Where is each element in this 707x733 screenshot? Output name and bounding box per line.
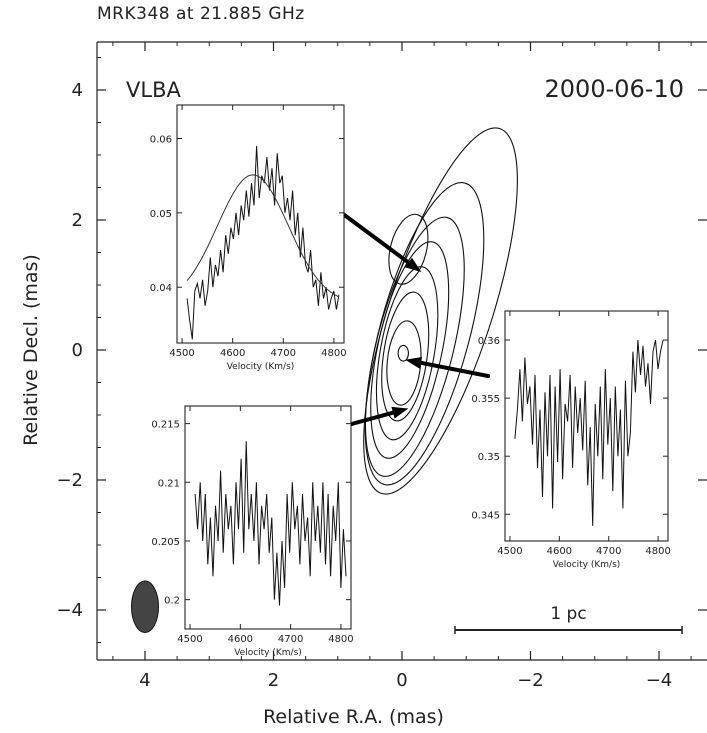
inset-y-tick-label: 0.36 [478,336,500,347]
gaussian-fit-line [186,174,340,298]
contour-line [370,241,450,459]
inset-y-tick-label: 0.21 [158,478,180,489]
x-tick-label: 4 [139,670,150,691]
inset-y-tick-label: 0.06 [150,134,172,145]
contour-line [375,266,439,441]
x-tick-label: 0 [396,670,407,691]
contour-line [397,344,409,362]
inset-frame [176,104,345,344]
inset-x-tick-label: 4500 [169,348,194,359]
inset-y-tick-label: 0.2 [164,596,180,607]
insets-group: 4500 4600 4700 4800 0.04 0.05 0.06 Velocity (Km… [150,104,671,658]
x-tick-label: 2 [268,670,279,691]
inset-x-tick-label: 4700 [596,546,621,557]
inset-x-tick-label: 4700 [278,634,303,645]
inset-x-label: Velocity (Km/s) [553,560,621,570]
date-label: 2000-06-10 [545,75,684,103]
inset-x-tick-label: 4800 [321,348,346,359]
plot-area: 4 2 0 −2 −4 4 2 0 −2 −4 [56,41,707,691]
y-tick-label: 0 [72,340,83,361]
contour-line [364,216,465,477]
inset-south: 4500 4600 4700 4800 0.2 0.205 0.21 0.215 Velocit… [151,405,354,658]
inset-x-tick-label: 4600 [220,348,245,359]
inset-x-tick-label: 4600 [228,634,253,645]
inset-y-tick-label: 0.205 [151,537,180,548]
inset-y-tick-label: 0.215 [151,420,180,431]
x-axis-label: Relative R.A. (mas) [263,706,444,728]
spectrum-line [194,441,347,606]
inset-y-tick-label: 0.35 [478,452,500,463]
contour-map [363,127,518,495]
arrow-head [405,356,423,369]
arrow-head [391,406,409,419]
y-tick-label: 4 [72,80,83,101]
arrow-shaft [418,360,490,378]
inset-y-tick-label: 0.345 [471,510,500,521]
inset-x-tick-label: 4700 [271,348,296,359]
y-tick-label: −2 [56,470,83,491]
spectrum-line [186,145,340,340]
y-tick-label: 2 [72,210,83,231]
corner-labels: VLBA 2000-06-10 [126,75,684,103]
inset-x-tick-label: 4600 [547,546,572,557]
beam-ellipse [131,580,159,633]
inset-y-tick-label: 0.04 [150,283,172,294]
y-tick-label: −4 [56,600,83,621]
inset-y-tick-label: 0.05 [150,209,172,220]
chart-title: MRK348 at 21.885 GHz [97,4,305,24]
beam-ellipse-group [131,580,159,633]
contour-line [388,213,429,285]
inset-x-tick-label: 4500 [177,634,202,645]
inset-x-tick-label: 4500 [497,546,522,557]
inset-x-tick-label: 4800 [645,546,670,557]
x-tick-label: −4 [646,670,673,691]
y-axis-label: Relative Decl. (mas) [20,254,42,446]
contour-line [381,291,430,422]
inset-x-tick-label: 4800 [328,634,353,645]
arrow-head [404,257,422,272]
scale-bar-label: 1 pc [550,604,586,624]
instrument-label: VLBA [126,78,181,102]
inset-north: 4500 4600 4700 4800 0.04 0.05 0.06 Velocity (Km… [150,104,347,372]
scale-bar-group: 1 pc [454,604,683,634]
x-tick-label: −2 [517,670,544,691]
inset-x-label: Velocity (Km/s) [227,362,295,372]
inset-y-tick-label: 0.355 [471,394,500,405]
spectrum-line [514,339,664,526]
inset-x-label: Velocity (Km/s) [234,648,302,658]
inset-core: 4500 4600 4700 4800 0.345 0.35 0.355 0.36 Veloci… [471,310,671,570]
